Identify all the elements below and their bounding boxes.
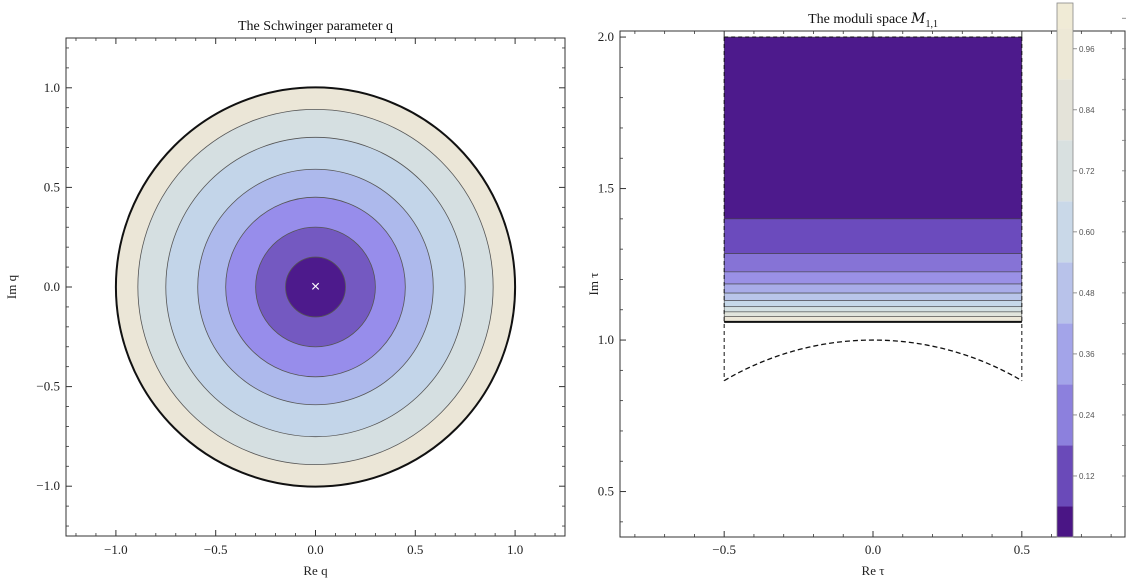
chart-title: The moduli space M1,1 — [808, 11, 938, 30]
colorbar-segment — [1057, 445, 1073, 507]
axis-ticks: −1.0 −0.5 0.0 0.5 1.0 −1.0 −0.5 0.0 0.5 1.0 — [36, 38, 565, 557]
schwinger-chart: The Schwinger parameter q × −1.0 −0.5 0.0 0… — [4, 19, 566, 578]
colorbar-segment — [1057, 79, 1073, 141]
colorbar-tick-label: 0.60 — [1079, 228, 1095, 237]
colorbar-frame — [1056, 2, 1074, 538]
chart-title: The Schwinger parameter q — [238, 19, 393, 34]
contour-ring — [285, 256, 346, 318]
contour-band — [723, 36, 1023, 220]
y-tick-label: 0.0 — [44, 279, 60, 294]
contour-rings — [114, 86, 517, 488]
moduli-chart: The moduli space M1,1 −0.5 0.0 0.5 0.5 1.0 1.… — [586, 11, 1126, 578]
y-tick-label: 1.5 — [598, 181, 614, 196]
origin-marker: × — [311, 279, 320, 296]
contour-bands — [723, 36, 1023, 323]
title-math-symbol: M — [910, 11, 926, 27]
colorbar-segment — [1057, 323, 1073, 385]
colorbar-tick-label: 0.24 — [1079, 411, 1095, 420]
y-tick-label: −1.0 — [36, 478, 60, 493]
colorbar-segment — [1057, 262, 1073, 324]
colorbar-tick-label: 0.96 — [1079, 45, 1095, 54]
contour-band — [723, 311, 1023, 317]
colorbar-segment — [1057, 384, 1073, 446]
x-tick-label: −1.0 — [104, 542, 128, 557]
contour-band — [723, 300, 1023, 308]
y-axis-label: Im τ — [586, 273, 601, 296]
y-tick-label: 2.0 — [598, 29, 614, 44]
colorbar-tick-label: 0.84 — [1079, 106, 1095, 115]
contour-band — [723, 218, 1023, 255]
contour-band — [723, 292, 1023, 301]
unit-circle-arc — [723, 339, 1023, 382]
colorbar-tick-label: 0.12 — [1079, 472, 1095, 481]
title-text: The moduli space — [808, 12, 911, 27]
contour-band — [723, 271, 1023, 285]
contour-band — [723, 253, 1023, 273]
colorbar-tick-label: 0.36 — [1079, 350, 1095, 359]
colorbar-segment — [1057, 201, 1073, 263]
title-math-subscript: 1,1 — [925, 19, 938, 30]
y-tick-label: 0.5 — [44, 179, 60, 194]
x-tick-label: 0.0 — [307, 542, 323, 557]
colorbar-tick-label: 0.72 — [1079, 167, 1095, 176]
y-tick-label: −0.5 — [36, 379, 60, 394]
x-tick-label: 1.0 — [507, 542, 523, 557]
x-tick-label: 0.5 — [1014, 542, 1030, 557]
colorbar-segment — [1057, 28, 1073, 80]
y-tick-label: 1.0 — [44, 80, 60, 95]
x-tick-label: −0.5 — [204, 542, 228, 557]
colorbar: 0.12 0.24 0.36 0.48 0.60 0.72 0.84 0.96 — [1056, 2, 1126, 538]
colorbar-segment — [1057, 140, 1073, 202]
x-tick-label: −0.5 — [712, 542, 736, 557]
y-tick-label: 1.0 — [598, 332, 614, 347]
colorbar-segment — [1057, 506, 1073, 537]
contour-band — [723, 283, 1023, 294]
y-axis-label: Im q — [4, 274, 19, 299]
colorbar-segment — [1057, 3, 1073, 29]
x-tick-label: 0.0 — [865, 542, 881, 557]
boundary-lines — [723, 36, 1023, 382]
x-tick-label: 0.5 — [407, 542, 423, 557]
x-axis-label: Re q — [303, 563, 328, 578]
x-axis-label: Re τ — [862, 563, 885, 578]
y-tick-label: 0.5 — [598, 484, 614, 499]
contour-band — [723, 306, 1023, 313]
colorbar-tick-label: 0.48 — [1079, 289, 1095, 298]
axis-ticks: −0.5 0.0 0.5 0.5 1.0 1.5 2.0 — [598, 29, 1112, 557]
